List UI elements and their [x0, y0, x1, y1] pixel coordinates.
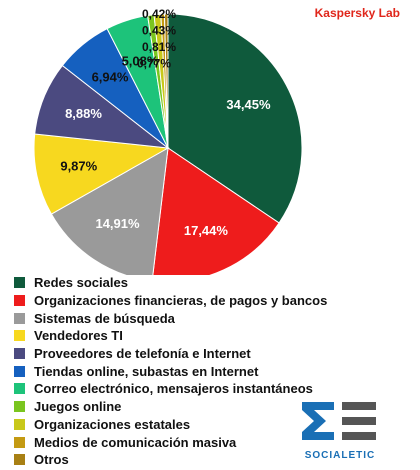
legend-label: Tiendas online, subastas en Internet — [34, 363, 259, 379]
legend-label: Organizaciones estatales — [34, 416, 191, 432]
slice-value-label: 17,44% — [184, 223, 229, 238]
legend-label: Otros — [34, 452, 69, 468]
legend-swatch — [14, 454, 25, 466]
small-slice-value-label: 0,81% — [142, 40, 176, 54]
legend-label: Redes sociales — [34, 275, 128, 291]
legend-item: Otros — [14, 451, 327, 469]
slice-value-label: 34,45% — [226, 97, 271, 112]
legend-item: Sistemas de búsqueda — [14, 309, 327, 327]
legend-swatch — [14, 348, 25, 360]
legend-swatch — [14, 295, 25, 307]
legend-swatch — [14, 383, 25, 395]
pie-slices — [33, 13, 303, 275]
pie-labels: 34,45%17,44%14,91%9,87%8,88%6,94%5,08%0,… — [60, 7, 271, 238]
small-slice-value-label: 0,77% — [137, 57, 171, 71]
pie-chart: 34,45%17,44%14,91%9,87%8,88%6,94%5,08%0,… — [33, 7, 303, 275]
legend-swatch — [14, 436, 25, 448]
pie-slice-3 — [50, 147, 169, 275]
slice-value-label: 14,91% — [95, 216, 140, 231]
slice-value-label: 5,08% — [122, 53, 159, 68]
legend-item: Medios de comunicación masiva — [14, 433, 327, 451]
socialetic-logo-mark — [302, 402, 376, 440]
legend-swatch — [14, 277, 25, 289]
legend-label: Organizaciones financieras, de pagos y b… — [34, 293, 328, 309]
legend-label: Sistemas de búsqueda — [34, 310, 175, 326]
slice-value-label: 8,88% — [65, 106, 102, 121]
legend-label: Vendedores TI — [34, 328, 123, 344]
pie-slice-11 — [163, 13, 169, 149]
legend-swatch — [14, 401, 25, 413]
slice-value-label: 9,87% — [60, 159, 97, 174]
pie-slice-1 — [167, 13, 303, 224]
slice-value-label: 6,94% — [92, 70, 129, 85]
legend-label: Correo electrónico, mensajeros instantán… — [34, 381, 313, 397]
small-slice-value-label: 0,43% — [142, 24, 176, 38]
legend-item: Organizaciones estatales — [14, 416, 327, 434]
chart-legend: Redes sociales Organizaciones financieras… — [14, 274, 327, 469]
socialetic-logo: SOCIALETIC — [300, 400, 380, 464]
legend-swatch — [14, 418, 25, 430]
legend-label: Medios de comunicación masiva — [34, 434, 237, 450]
legend-label: Juegos online — [34, 399, 122, 415]
legend-swatch — [14, 312, 25, 324]
legend-swatch — [14, 365, 25, 377]
pie-slice-2 — [152, 147, 280, 275]
legend-label: Proveedores de telefonía e Internet — [34, 346, 251, 362]
small-slice-value-label: 0,42% — [142, 7, 176, 21]
legend-item: Vendedores TI — [14, 327, 327, 345]
legend-item: Proveedores de telefonía e Internet — [14, 345, 327, 363]
kaspersky-lab-brand: Kaspersky Lab — [314, 6, 400, 20]
legend-swatch — [14, 330, 25, 342]
legend-item: Juegos online — [14, 398, 327, 416]
pie-slice-4 — [33, 133, 170, 215]
socialetic-logo-text: SOCIALETIC — [304, 450, 376, 461]
legend-item: Redes sociales — [14, 274, 327, 292]
legend-item: Correo electrónico, mensajeros instantán… — [14, 380, 327, 398]
legend-item: Organizaciones financieras, de pagos y b… — [14, 292, 327, 310]
legend-item: Tiendas online, subastas en Internet — [14, 362, 327, 380]
